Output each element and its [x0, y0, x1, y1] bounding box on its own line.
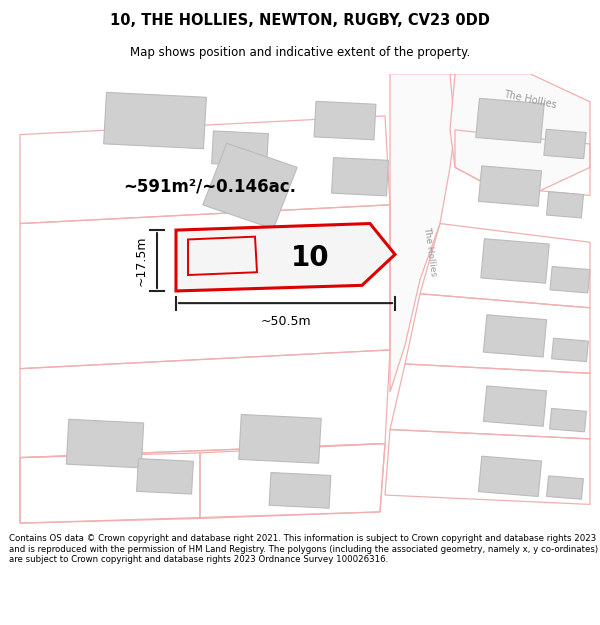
- Polygon shape: [314, 101, 376, 140]
- Text: ~591m²/~0.146ac.: ~591m²/~0.146ac.: [124, 177, 296, 195]
- Polygon shape: [239, 414, 321, 463]
- Polygon shape: [203, 143, 297, 229]
- Polygon shape: [476, 98, 544, 142]
- Text: Contains OS data © Crown copyright and database right 2021. This information is : Contains OS data © Crown copyright and d…: [9, 534, 598, 564]
- Polygon shape: [332, 158, 388, 196]
- Polygon shape: [137, 459, 193, 494]
- Polygon shape: [481, 239, 549, 283]
- Polygon shape: [547, 476, 583, 499]
- Text: 10: 10: [290, 244, 329, 272]
- Polygon shape: [478, 456, 542, 496]
- Polygon shape: [269, 472, 331, 508]
- Polygon shape: [484, 315, 547, 357]
- Polygon shape: [66, 419, 144, 468]
- Polygon shape: [550, 409, 586, 432]
- Text: Map shows position and indicative extent of the property.: Map shows position and indicative extent…: [130, 46, 470, 59]
- Polygon shape: [550, 266, 590, 293]
- Polygon shape: [478, 166, 542, 206]
- Text: The Hollies: The Hollies: [503, 89, 557, 111]
- Polygon shape: [551, 338, 589, 362]
- Text: 10, THE HOLLIES, NEWTON, RUGBY, CV23 0DD: 10, THE HOLLIES, NEWTON, RUGBY, CV23 0DD: [110, 13, 490, 28]
- Text: The Hollies: The Hollies: [422, 226, 438, 277]
- Polygon shape: [484, 386, 547, 426]
- Polygon shape: [390, 74, 455, 392]
- Polygon shape: [450, 74, 590, 191]
- Polygon shape: [104, 92, 206, 149]
- Text: ~17.5m: ~17.5m: [135, 235, 148, 286]
- Polygon shape: [212, 131, 268, 166]
- Polygon shape: [544, 129, 586, 159]
- Polygon shape: [547, 192, 584, 218]
- Polygon shape: [176, 224, 395, 291]
- Text: ~50.5m: ~50.5m: [260, 315, 311, 328]
